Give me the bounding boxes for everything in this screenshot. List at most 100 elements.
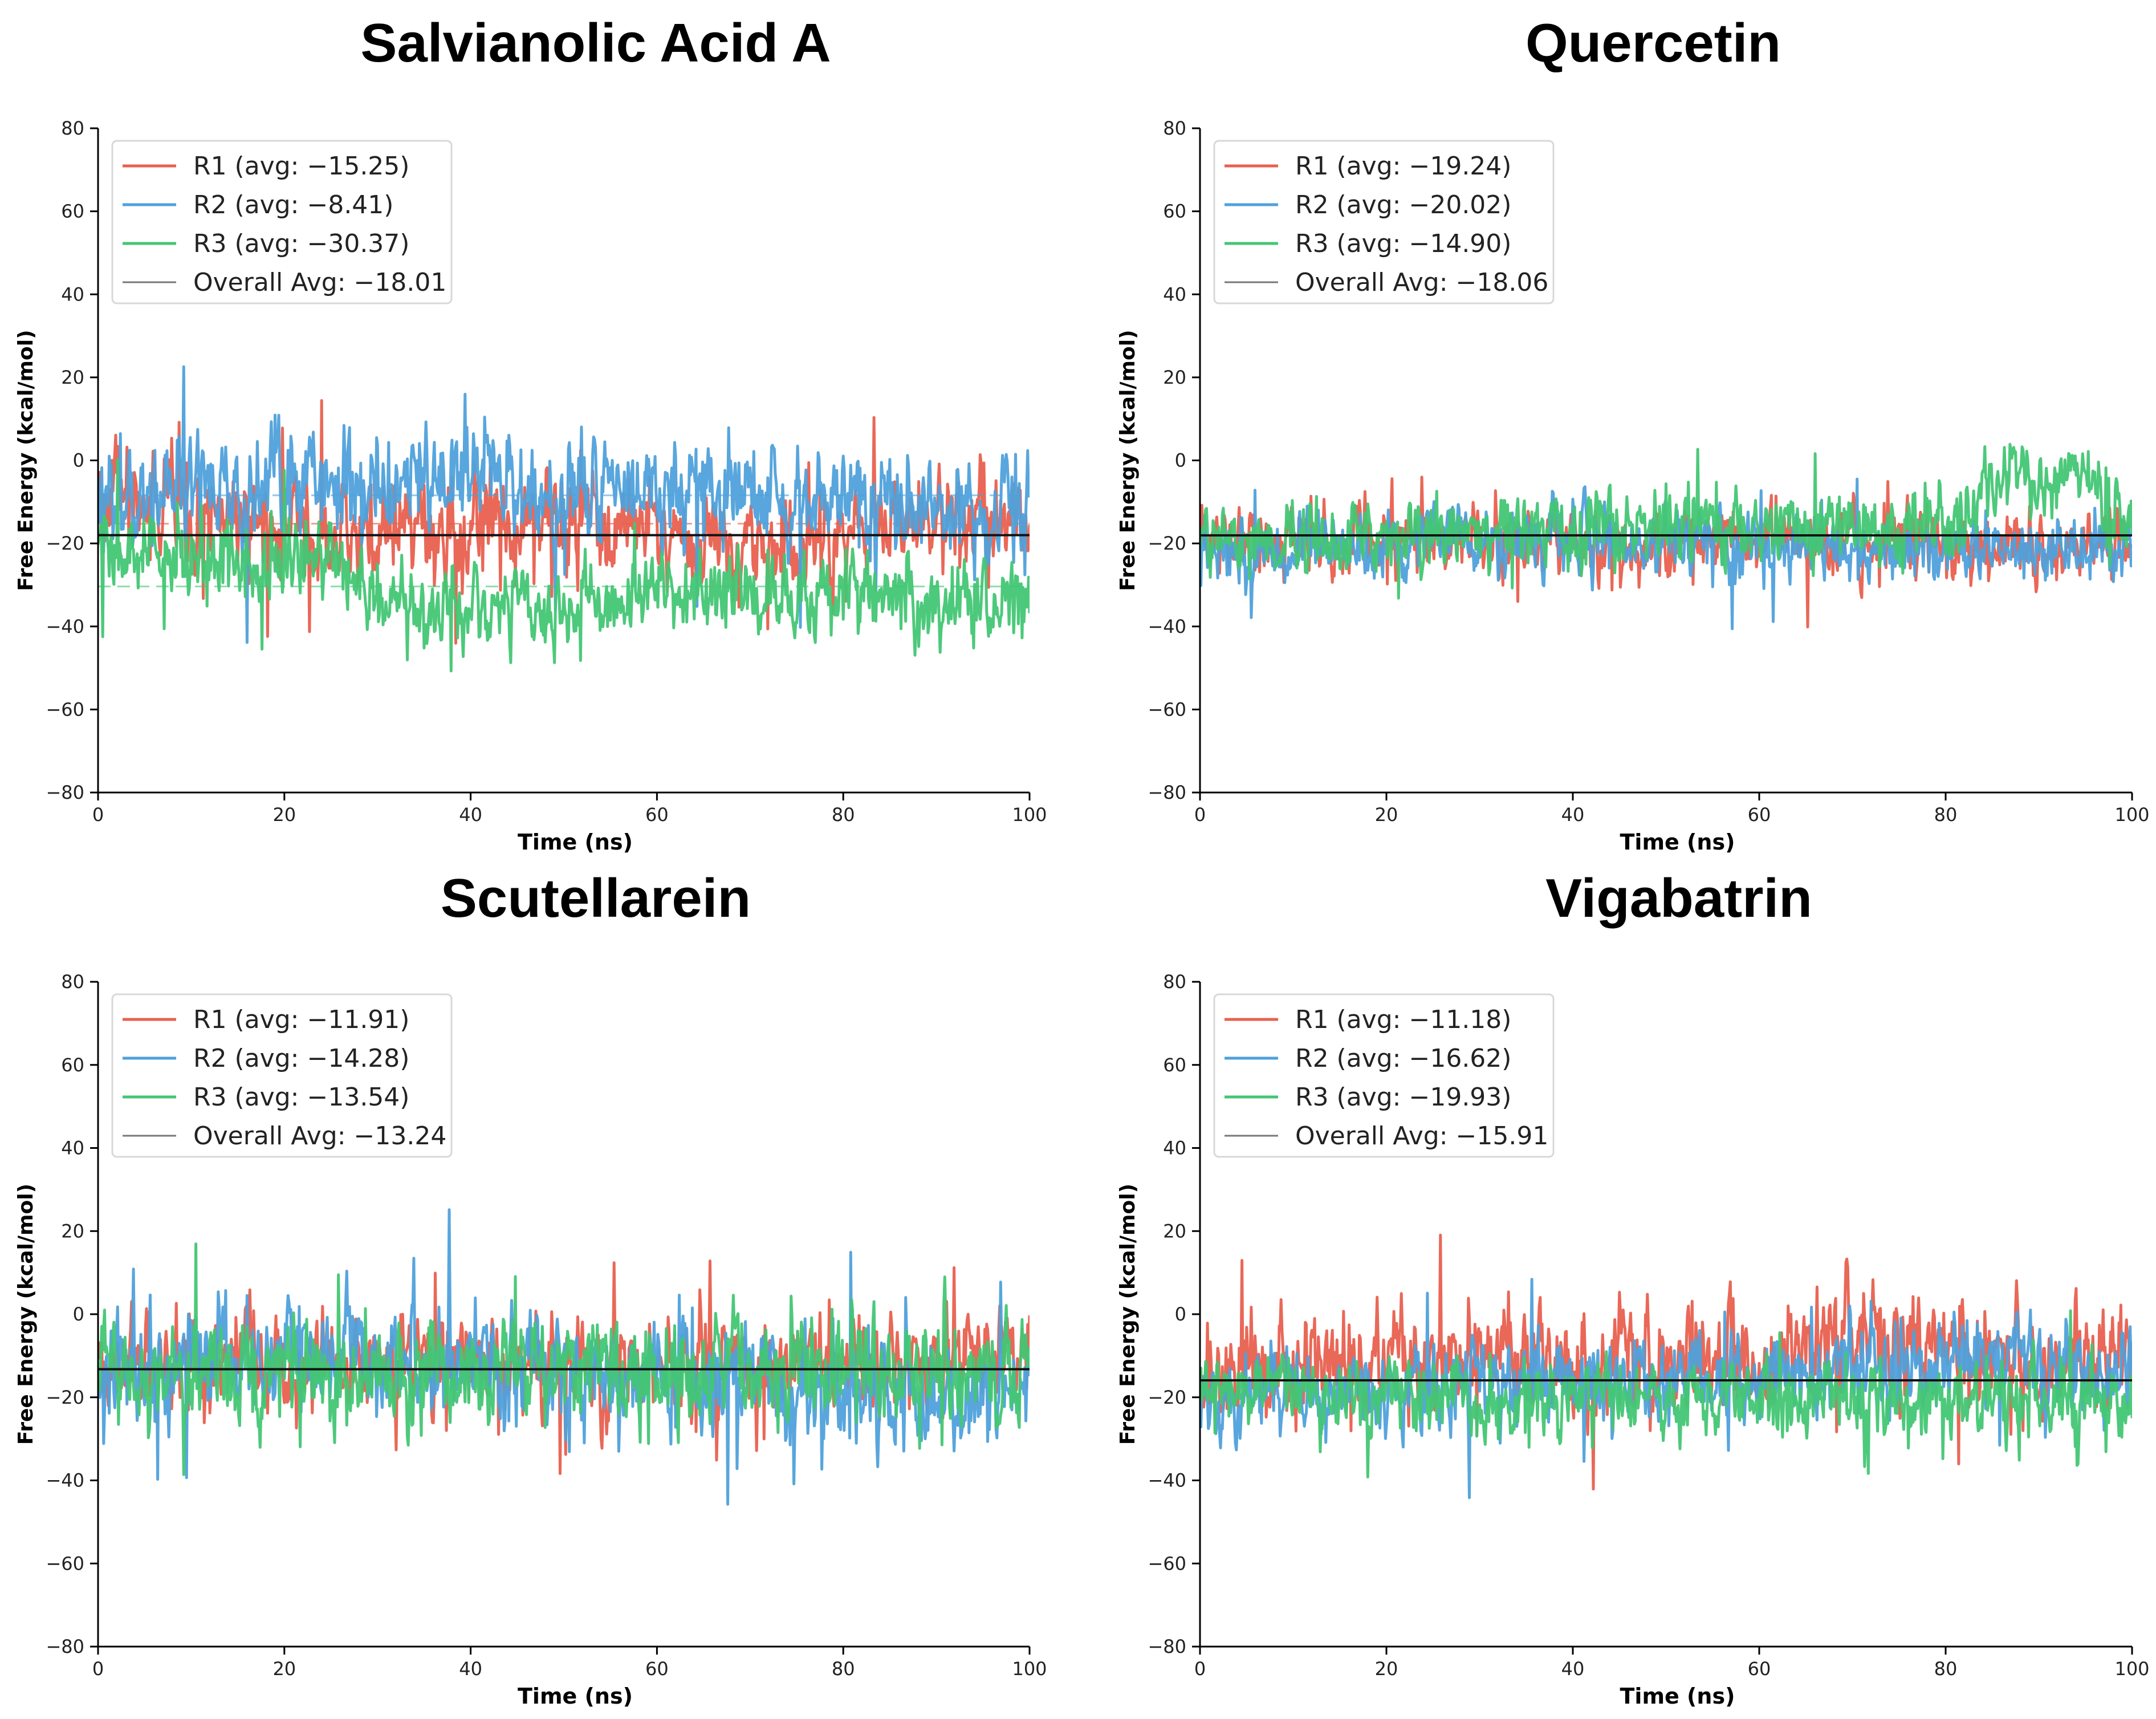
y-axis-label: Free Energy (kcal/mol) [14, 330, 38, 591]
y-tick-label: −40 [46, 1470, 84, 1492]
y-tick-label: −60 [46, 698, 84, 720]
x-tick-label: 40 [459, 1658, 482, 1680]
x-tick-label: 0 [92, 1658, 104, 1680]
legend-label-overall: Overall Avg: −18.06 [1295, 268, 1548, 297]
x-tick-label: 80 [1934, 1658, 1958, 1680]
x-tick-label: 100 [1012, 804, 1047, 826]
y-tick-label: −80 [1148, 782, 1186, 803]
chart-panel-2: Quercetin −80 −60 −40 −20 0 20 40 60 80 0 20 40 60 80 1… [1116, 13, 2150, 855]
legend-label-r3: R3 (avg: −13.54) [193, 1083, 409, 1112]
x-tick-label: 60 [1748, 1658, 1771, 1680]
y-tick-label: −40 [46, 616, 84, 637]
y-tick-label: 60 [1163, 201, 1186, 222]
y-tick-label: −60 [1148, 1553, 1186, 1574]
y-tick-label: −80 [46, 1636, 84, 1657]
legend-label-overall: Overall Avg: −13.24 [193, 1121, 446, 1151]
legend: R1 (avg: −19.24) R2 (avg: −20.02) R3 (avg:… [1213, 140, 1555, 304]
traces [98, 1208, 1030, 1506]
series-line-r2 [98, 365, 1030, 644]
y-tick-label: −80 [1148, 1636, 1186, 1657]
traces [1200, 1233, 2132, 1499]
y-tick-label: 0 [1175, 450, 1186, 472]
legend-label-r2: R2 (avg: −8.41) [193, 190, 393, 220]
y-tick-label: −20 [46, 533, 84, 554]
y-tick-label: 80 [1163, 971, 1186, 993]
legend: R1 (avg: −11.91) R2 (avg: −14.28) R3 (avg:… [111, 993, 453, 1158]
y-axis-label: Free Energy (kcal/mol) [1116, 330, 1140, 591]
x-tick-label: 20 [1375, 1658, 1398, 1680]
series-line-r3 [98, 458, 1030, 673]
y-tick-label: 20 [61, 367, 84, 388]
y-tick-label: 40 [61, 283, 84, 305]
legend-label-r1: R1 (avg: −11.18) [1295, 1005, 1511, 1034]
y-tick-label: 60 [1163, 1054, 1186, 1076]
chart-title: Vigabatrin [1545, 868, 1812, 929]
x-tick-label: 0 [92, 804, 104, 826]
y-tick-label: 40 [1163, 283, 1186, 305]
x-tick-label: 40 [1561, 804, 1585, 826]
x-tick-label: 20 [272, 804, 296, 826]
x-tick-label: 100 [1012, 1658, 1047, 1680]
chart-panel-4: Vigabatrin −80 −60 −40 −20 0 20 40 60 80 0 20 40 60 80… [1116, 868, 2150, 1709]
y-tick-label: 80 [61, 117, 84, 139]
legend-label-r2: R2 (avg: −14.28) [193, 1044, 409, 1073]
y-tick-label: 0 [1175, 1303, 1186, 1325]
legend-label-r2: R2 (avg: −16.62) [1295, 1044, 1511, 1073]
x-tick-label: 20 [1375, 804, 1398, 826]
y-tick-label: −60 [1148, 698, 1186, 720]
y-tick-label: 20 [1163, 1220, 1186, 1242]
y-tick-label: 40 [61, 1137, 84, 1159]
traces [1200, 442, 2132, 631]
y-tick-label: −40 [1148, 1470, 1186, 1492]
legend-label-r3: R3 (avg: −19.93) [1295, 1083, 1511, 1112]
y-tick-label: −40 [1148, 616, 1186, 637]
chart-title: Salvianolic Acid A [360, 13, 831, 74]
legend-label-r3: R3 (avg: −14.90) [1295, 229, 1511, 258]
series-line-r3 [1200, 1309, 2132, 1479]
chart-panel-1: Salvianolic Acid A −80 −60 −40 −20 0 20 40 60 80 0… [14, 13, 1047, 855]
legend-box [111, 140, 453, 304]
x-tick-label: 100 [2114, 804, 2149, 826]
y-tick-label: −20 [1148, 533, 1186, 554]
x-tick-label: 40 [1561, 1658, 1585, 1680]
x-axis-label: Time (ns) [1620, 1684, 1735, 1709]
x-axis-label: Time (ns) [1620, 830, 1735, 855]
x-axis-label: Time (ns) [518, 830, 633, 855]
y-tick-label: 20 [61, 1220, 84, 1242]
chart-title: Quercetin [1526, 13, 1781, 74]
traces [98, 365, 1030, 673]
legend-label-r1: R1 (avg: −11.91) [193, 1005, 409, 1034]
y-tick-label: 40 [1163, 1137, 1186, 1159]
y-tick-label: 20 [1163, 367, 1186, 388]
legend-label-overall: Overall Avg: −18.01 [193, 268, 446, 297]
y-tick-label: 80 [61, 971, 84, 993]
y-tick-label: −20 [1148, 1387, 1186, 1408]
x-tick-label: 0 [1194, 1658, 1206, 1680]
y-tick-label: −20 [46, 1387, 84, 1408]
legend-label-r2: R2 (avg: −20.02) [1295, 190, 1511, 220]
series-line-r3 [98, 1242, 1030, 1476]
legend: R1 (avg: −11.18) R2 (avg: −16.62) R3 (avg:… [1213, 993, 1555, 1158]
y-axis-label: Free Energy (kcal/mol) [1116, 1184, 1140, 1445]
y-tick-label: −80 [46, 782, 84, 803]
x-tick-label: 60 [645, 804, 669, 826]
x-tick-label: 0 [1194, 804, 1206, 826]
x-tick-label: 20 [272, 1658, 296, 1680]
y-tick-label: 60 [61, 1054, 84, 1076]
legend-label-r1: R1 (avg: −19.24) [1295, 152, 1511, 181]
x-tick-label: 60 [1748, 804, 1771, 826]
legend-label-r1: R1 (avg: −15.25) [193, 152, 409, 181]
legend: R1 (avg: −15.25) R2 (avg: −8.41) R3 (avg: … [111, 140, 453, 304]
y-axis-label: Free Energy (kcal/mol) [14, 1184, 38, 1445]
x-tick-label: 40 [459, 804, 482, 826]
y-tick-label: 80 [1163, 117, 1186, 139]
series-line-r3 [1200, 442, 2132, 600]
y-tick-label: 0 [73, 450, 84, 472]
chart-title: Scutellarein [441, 868, 751, 929]
x-tick-label: 80 [1934, 804, 1958, 826]
x-tick-label: 100 [2114, 1658, 2149, 1680]
chart-panel-3: Scutellarein −80 −60 −40 −20 0 20 40 60 80 0 20 40 60… [14, 868, 1047, 1709]
y-tick-label: 60 [61, 201, 84, 222]
legend-label-r3: R3 (avg: −30.37) [193, 229, 409, 258]
